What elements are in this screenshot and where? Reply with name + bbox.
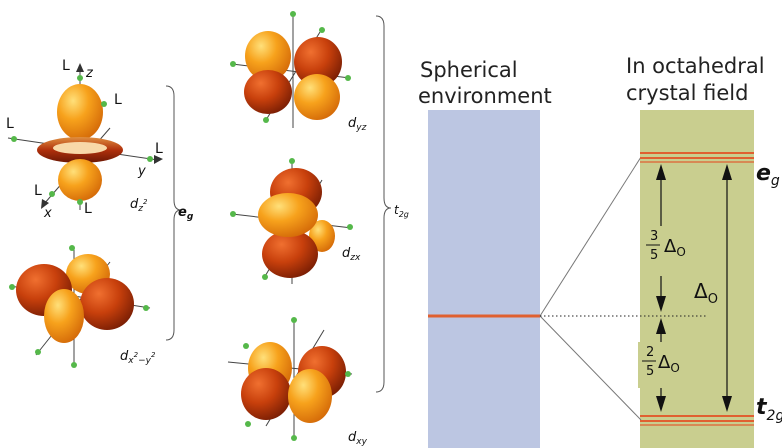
t2g-level-label: t2g: [756, 395, 782, 424]
ligand-dot: [290, 11, 296, 17]
ligand-dot: [263, 117, 269, 123]
dz2-orbital: L L L L L L z y x dz2: [6, 58, 163, 221]
ligand-dot: [77, 199, 83, 205]
dxy-label: dxy: [348, 430, 368, 447]
ligand-dot: [291, 317, 297, 323]
ligand-dot: [9, 284, 15, 290]
spherical-heading-line1: Spherical: [420, 58, 518, 82]
ligand-dot: [49, 191, 55, 197]
dzx-label: dzx: [342, 246, 361, 263]
lower-fraction-num: 2: [646, 345, 654, 360]
ligand-dot: [289, 158, 295, 164]
y-arrow-icon: [154, 155, 163, 164]
lower-left-lobe: [244, 70, 292, 114]
upper-left-lobe: [245, 31, 291, 81]
dzx-orbital: dzx: [230, 158, 361, 284]
eg-level: [640, 152, 754, 163]
right-lobe: [309, 220, 335, 252]
z-axis-label: z: [85, 66, 94, 81]
ligand-dot: [319, 27, 325, 33]
ligand-dot: [230, 61, 236, 67]
lower-lobe: [58, 159, 102, 201]
front-left-lobe: [241, 368, 291, 420]
ligand-dot: [69, 245, 75, 251]
ligand-label: L: [155, 141, 163, 157]
spherical-heading-line2: environment: [418, 84, 552, 108]
dx2-y2-orbital: dx2−y2: [9, 245, 156, 368]
ligand-label: L: [84, 201, 92, 217]
total-split-arrow: [722, 164, 732, 412]
dxy-orbital: dxy: [227, 317, 368, 447]
ligand-dot: [101, 101, 107, 107]
spherical-column: [428, 110, 540, 448]
dz2-label: dz2: [130, 197, 148, 214]
front-right-lobe: [288, 369, 332, 423]
ligand-dot: [143, 305, 149, 311]
ligand-dot: [347, 224, 353, 230]
ligand-label: L: [6, 116, 14, 132]
ligand-dot: [11, 136, 17, 142]
total-delta-bg: [694, 278, 724, 308]
lower-right-lobe: [294, 74, 340, 120]
connector-to-t2g: [539, 315, 642, 421]
total-delta-label: ΔO: [694, 279, 718, 307]
upper-fraction-num: 3: [650, 229, 658, 244]
dyz-label: dyz: [348, 116, 367, 133]
lower-delta-label: ΔO: [658, 352, 680, 375]
ligand-label: L: [114, 92, 122, 108]
x-axis-label: x: [43, 206, 52, 221]
ligand-dot: [245, 421, 251, 427]
octahedral-heading-line2: crystal field: [626, 81, 748, 105]
ligand-dot: [291, 435, 297, 441]
t2g-brace: [375, 15, 392, 393]
ligand-dot: [71, 362, 77, 368]
front-lobe: [44, 289, 84, 343]
dyz-orbital: dyz: [230, 11, 367, 133]
upper-lobe: [57, 84, 103, 140]
upper-right-lobe: [294, 37, 342, 87]
lower-fraction-den: 5: [646, 364, 654, 379]
eg-brace-label: eg: [178, 205, 194, 222]
upper-fraction-bg: [640, 226, 688, 276]
z-arrow-icon: [76, 63, 84, 72]
t2g-brace-label: t2g: [394, 203, 409, 219]
ligand-dot: [147, 156, 153, 162]
right-lobe: [80, 278, 134, 330]
front-lobe: [258, 193, 318, 237]
lower-lobe: [262, 230, 318, 278]
torus-hole: [53, 142, 107, 154]
eg-level-label: eg: [756, 161, 780, 189]
ligand-dot: [345, 75, 351, 81]
t2g-level: [640, 415, 754, 426]
x-arrow-icon: [41, 199, 49, 209]
ligand-dot: [230, 211, 236, 217]
lower-fraction-bg: [638, 342, 688, 388]
ligand-dot: [77, 75, 83, 81]
dx2-y2-label: dx2−y2: [120, 349, 156, 366]
connector-to-eg: [539, 156, 642, 317]
ligand-dot: [262, 274, 268, 280]
ligand-dot: [243, 343, 249, 349]
ligand-dot: [35, 349, 41, 355]
upper-delta-label: ΔO: [664, 236, 686, 259]
upper-fraction-den: 5: [650, 248, 658, 263]
y-axis-label: y: [137, 164, 146, 179]
ligand-label: L: [62, 58, 70, 74]
octahedral-heading-line1: In octahedral: [626, 54, 765, 78]
ligand-label: L: [34, 183, 42, 199]
eg-brace: [165, 85, 182, 341]
ligand-dot: [345, 371, 351, 377]
